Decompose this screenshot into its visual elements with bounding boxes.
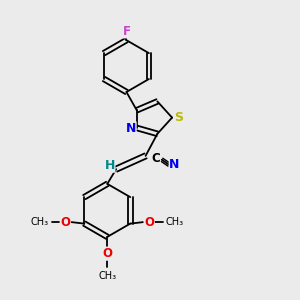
Text: O: O [102, 247, 112, 260]
Text: N: N [169, 158, 180, 171]
Text: O: O [60, 216, 70, 229]
Text: S: S [174, 110, 183, 124]
Text: CH₃: CH₃ [166, 217, 184, 227]
Text: F: F [122, 25, 130, 38]
Text: N: N [126, 122, 136, 135]
Text: H: H [104, 159, 115, 172]
Text: O: O [144, 216, 154, 229]
Text: C: C [152, 152, 160, 165]
Text: CH₃: CH₃ [31, 217, 49, 227]
Text: CH₃: CH₃ [98, 271, 116, 281]
